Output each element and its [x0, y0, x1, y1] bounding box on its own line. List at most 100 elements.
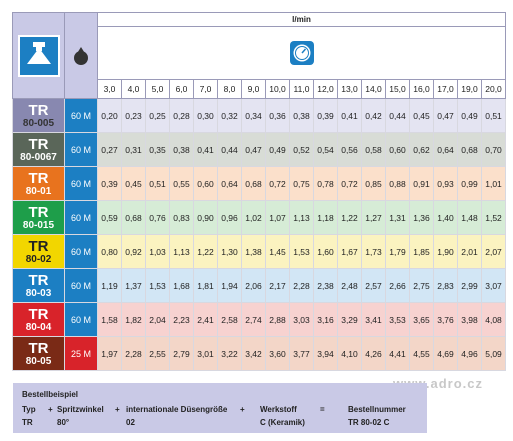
column-header: 16,0	[409, 79, 434, 99]
flow-value: 0,44	[217, 132, 242, 167]
flow-value: 4,69	[433, 336, 458, 371]
flow-value: 0,32	[217, 98, 242, 133]
nozzle-label: TR 80-0067	[12, 132, 65, 167]
nozzle-icon	[17, 34, 60, 77]
flow-value: 0,39	[313, 98, 338, 133]
flow-value: 0,56	[337, 132, 362, 167]
order-value: TR 80-02 C	[348, 418, 390, 427]
nozzle-row: TR 80-05 25 M 1,97 2,28 2,55 2,79 3,01 3,22 3,42 3…	[12, 336, 507, 371]
column-header: 15,0	[385, 79, 410, 99]
flow-value: 0,92	[121, 234, 146, 269]
flow-value: 0,51	[145, 166, 170, 201]
header-row: l/min	[12, 12, 507, 99]
flow-value: 0,47	[241, 132, 266, 167]
flow-value: 0,49	[457, 98, 482, 133]
flow-value: 0,72	[337, 166, 362, 201]
flow-value: 0,31	[121, 132, 146, 167]
flow-value: 2,28	[289, 268, 314, 303]
nozzle-row: TR 80-04 60 M 1,58 1,82 2,04 2,23 2,41 2,58 2,74 2…	[12, 302, 507, 337]
flow-value: 0,93	[433, 166, 458, 201]
nozzle-type: TR	[28, 169, 49, 187]
gauge-cell	[96, 26, 507, 80]
pressure: 60 M	[64, 268, 98, 303]
nozzle-type: TR	[28, 271, 49, 289]
flow-value: 0,90	[193, 200, 218, 235]
flow-value: 0,20	[97, 98, 122, 133]
flow-value: 0,85	[361, 166, 386, 201]
flow-value: 0,91	[409, 166, 434, 201]
nozzle-size: 80-015	[22, 219, 55, 231]
flow-value: 0,75	[289, 166, 314, 201]
flow-value: 3,42	[241, 336, 266, 371]
flow-value: 3,53	[385, 302, 410, 337]
flow-value: 3,01	[193, 336, 218, 371]
flow-value: 2,06	[241, 268, 266, 303]
column-header: 8,0	[217, 79, 242, 99]
flow-value: 0,41	[337, 98, 362, 133]
flow-value: 2,55	[145, 336, 170, 371]
flow-value: 2,79	[169, 336, 194, 371]
flow-value: 1,82	[121, 302, 146, 337]
flow-value: 1,97	[97, 336, 122, 371]
pressure: 60 M	[64, 234, 98, 269]
flow-value: 5,09	[480, 336, 507, 371]
flow-value: 0,59	[97, 200, 122, 235]
flow-value: 2,88	[265, 302, 290, 337]
flow-value: 1,60	[313, 234, 338, 269]
flow-value: 4,10	[337, 336, 362, 371]
order-label: +	[240, 405, 245, 414]
column-header: 10,0	[265, 79, 290, 99]
flow-value: 0,68	[457, 132, 482, 167]
flow-value: 2,23	[169, 302, 194, 337]
flow-value: 0,60	[193, 166, 218, 201]
column-header: 3,0	[97, 79, 122, 99]
flow-value: 0,45	[409, 98, 434, 133]
pressure: 60 M	[64, 166, 98, 201]
column-header: 9,0	[241, 79, 266, 99]
flow-value: 1,58	[97, 302, 122, 337]
pressure: 25 M	[64, 336, 98, 371]
nozzle-row: TR 80-005 60 M 0,20 0,23 0,25 0,28 0,30 0,32 0,34…	[12, 98, 507, 133]
order-value: C (Keramik)	[260, 418, 305, 427]
flow-value: 1,68	[169, 268, 194, 303]
flow-value: 1,67	[337, 234, 362, 269]
nozzle-size: 80-03	[25, 287, 52, 299]
flow-value: 0,58	[361, 132, 386, 167]
flow-value: 1,40	[433, 200, 458, 235]
flow-value: 0,78	[313, 166, 338, 201]
flow-value: 1,07	[265, 200, 290, 235]
nozzle-size: 80-005	[22, 117, 55, 129]
nozzle-type: TR	[28, 339, 49, 357]
nozzle-type: TR	[28, 101, 49, 119]
column-header: 5,0	[145, 79, 170, 99]
pressure: 60 M	[64, 302, 98, 337]
flow-value: 2,66	[385, 268, 410, 303]
column-header: 6,0	[169, 79, 194, 99]
nozzle-row: TR 80-01 60 M 0,39 0,45 0,51 0,55 0,60 0,64 0,68 0…	[12, 166, 507, 201]
flow-value: 3,77	[289, 336, 314, 371]
pressure: 60 M	[64, 132, 98, 167]
order-value: TR	[22, 418, 33, 427]
flow-value: 1,94	[217, 268, 242, 303]
flow-value: 1,37	[121, 268, 146, 303]
flow-value: 2,48	[337, 268, 362, 303]
flow-value: 3,16	[313, 302, 338, 337]
flow-value: 0,55	[169, 166, 194, 201]
nozzle-type: TR	[28, 135, 49, 153]
flow-value: 0,70	[480, 132, 507, 167]
nozzle-type: TR	[28, 305, 49, 323]
order-label: =	[320, 405, 325, 414]
flow-value: 3,65	[409, 302, 434, 337]
flow-value: 2,57	[361, 268, 386, 303]
nozzle-label: TR 80-015	[12, 200, 65, 235]
order-example-title: Bestellbeispiel	[22, 390, 79, 399]
flow-value: 2,83	[433, 268, 458, 303]
flow-value: 1,13	[289, 200, 314, 235]
nozzle-size: 80-01	[25, 185, 52, 197]
flow-value: 0,99	[457, 166, 482, 201]
flow-value: 0,62	[409, 132, 434, 167]
column-header: 4,0	[121, 79, 146, 99]
flow-value: 1,81	[193, 268, 218, 303]
flow-value: 2,38	[313, 268, 338, 303]
flow-value: 3,98	[457, 302, 482, 337]
